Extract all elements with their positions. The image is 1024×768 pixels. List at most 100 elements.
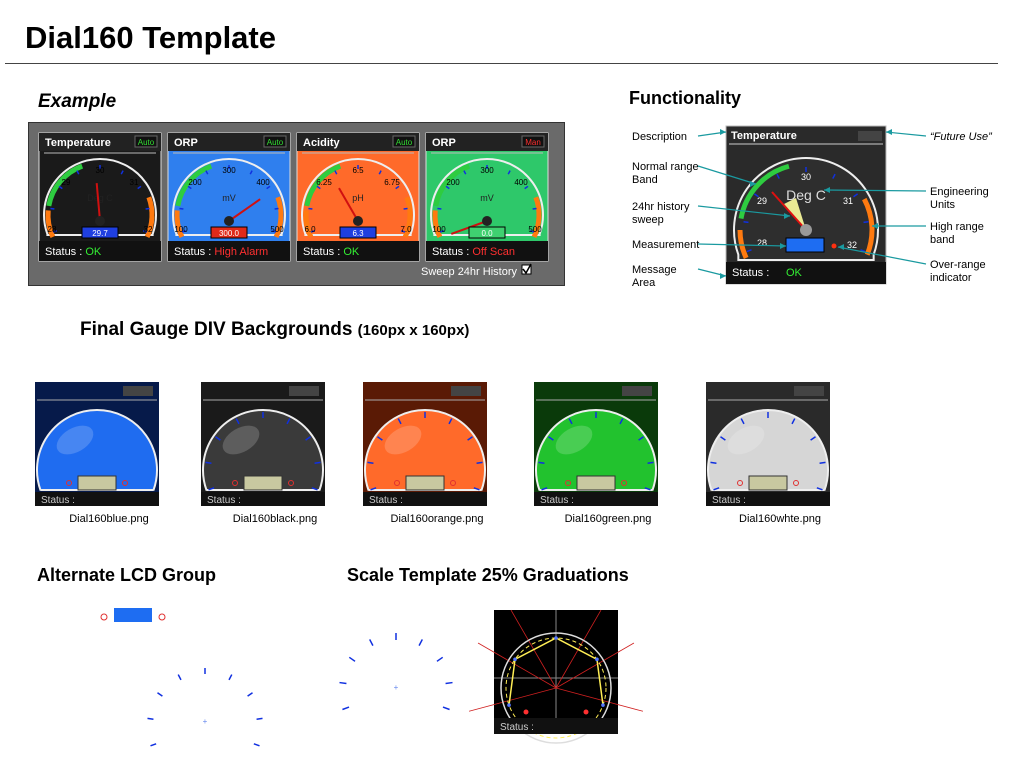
lcd-blank [748,475,788,491]
future-use-box [289,386,319,396]
status-label: Status : [732,267,769,279]
functionality-heading: Functionality [629,88,741,108]
scale-label: 6.5 [352,166,364,175]
gauge-title: ORP [174,137,198,149]
scale-tick [377,436,383,441]
scale-tick [832,173,836,179]
scale-tick [76,170,80,175]
scale-label: 6.75 [384,178,400,187]
scale-tick [316,185,321,190]
mode-badge [392,135,416,148]
file-caption: Dial160green.png [565,513,652,525]
right-annotation: Over-range [930,259,986,271]
background-tile: Status : [35,382,159,506]
scale-tick [819,461,826,464]
mode-label: Auto [396,138,413,147]
scale-tick [445,185,450,190]
status-prefix: Status : [45,246,85,258]
high-range-band [531,196,542,239]
dial-face [202,409,324,491]
scale-tick [532,207,537,210]
left-annotation: Area [632,277,656,289]
low-range-band [303,210,314,239]
scale-tick [187,185,192,190]
scale-tick [753,193,759,198]
scale-label: 500 [528,225,542,234]
indicator-ring [288,480,294,486]
status-bar [426,241,548,261]
scale-tick [442,706,450,711]
scale-tick [439,230,445,233]
example-gauge: ORP Auto 300 200 400 100 500 mV 300.0 Status : Hi… [167,132,291,262]
annotation-arrow [697,165,757,185]
glare [384,425,422,455]
scale-tick [150,743,157,747]
scale-tick [145,207,150,210]
glare [555,425,593,455]
mode-badge [521,135,545,148]
example-heading: Example [38,91,117,112]
gauge-header [168,133,290,151]
sweep-checkbox[interactable] [521,263,532,275]
indicator-ring [158,613,166,621]
gauge-title: Acidity [303,137,341,149]
dial-face [172,158,286,236]
scale-tick [473,487,480,491]
scale-tick [791,418,796,425]
scale-tick [619,418,624,425]
arrow-head [886,129,892,135]
lcd-box [81,226,119,239]
indicator-ring [565,480,571,486]
scale-tick [853,193,859,198]
indicator-ring [66,480,72,486]
scale-tick [120,170,124,175]
left-annotation: Normal range [632,161,699,173]
scale-tick [860,249,866,253]
scale-tick [305,436,311,441]
scale-tick [776,173,780,179]
scale-tick [740,418,745,425]
scale-tick [507,170,511,175]
scale-tick [52,230,58,233]
measurement-lcd [785,237,825,253]
background-gallery: Status : Dial160blue.png Status : Dial160bl… [35,382,830,525]
scale-tick [476,461,483,464]
background-tile: Status : [534,382,658,506]
arrow-head [720,129,726,135]
scale-tick [524,185,529,190]
dial-face [430,158,544,236]
scale-tick [400,230,406,233]
scale-label: 30 [96,166,105,175]
arrow-head [720,273,726,279]
high-range-band [862,197,875,256]
scale-heading: Scale Template 25% Graduations [347,565,629,585]
graduation-point [507,703,511,707]
scale-label: 28 [48,225,57,234]
scale-label: 30 [801,172,811,182]
backgrounds-heading-text: Final Gauge DIV Backgrounds [80,319,353,340]
status-label: Status : [540,495,574,506]
glare [222,425,260,455]
status-bar [35,492,159,506]
low-range-band [45,210,56,239]
example-gauge: ORP Man 300 200 400 100 500 mV 0.0 Status : Off S… [425,132,549,262]
page-title: Dial160 Template [25,20,276,55]
indicator-ring [394,480,400,486]
mini-scale: + [147,668,263,747]
right-annotation: Engineering [930,186,989,198]
scale-tick [378,170,382,175]
scale-label: 31 [843,196,853,206]
needle-hub [800,224,812,236]
scale-tick [397,418,402,425]
scale-tick [311,487,318,491]
scale-tick [448,418,453,425]
scale-tick [816,487,823,491]
scale-tick [247,692,253,697]
history-sweep [784,198,806,230]
scale-tick [228,674,233,681]
annotation-arrow [697,205,791,217]
low-range-band [174,210,185,239]
scale-tick [743,221,749,224]
scale-tick [142,230,148,233]
